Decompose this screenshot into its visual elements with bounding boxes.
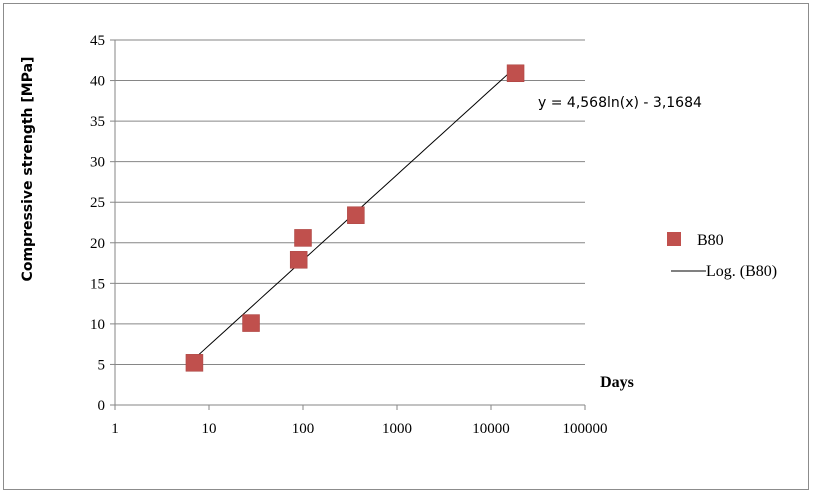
legend: B80 Log. (B80) <box>667 232 777 280</box>
data-point <box>185 354 204 372</box>
x-tick-label: 100000 <box>563 421 608 437</box>
x-tick-label: 1000 <box>382 421 412 437</box>
legend-label-trend: Log. (B80) <box>706 263 777 280</box>
y-tick-label: 35 <box>90 114 105 130</box>
y-tick-label: 45 <box>90 33 105 49</box>
y-tick-label: 30 <box>90 155 105 171</box>
y-tick-label: 20 <box>90 236 105 252</box>
y-axis-title: Compressive strength [MPa] <box>20 57 36 282</box>
y-tick-label: 40 <box>90 74 105 90</box>
x-tick-label: 10000 <box>472 421 510 437</box>
y-tick-label: 0 <box>98 398 106 414</box>
x-tick-label: 1 <box>111 421 119 437</box>
x-tick-label: 100 <box>292 421 315 437</box>
axes <box>110 39 586 410</box>
data-point <box>347 206 365 224</box>
legend-marker-b80 <box>667 232 681 246</box>
x-tick-labels: 1 10 100 1000 10000 100000 <box>111 421 607 437</box>
x-tick-label: 10 <box>202 421 217 437</box>
y-tick-label: 25 <box>90 195 105 211</box>
chart-frame <box>3 3 809 490</box>
gridlines <box>115 39 585 365</box>
y-tick-label: 5 <box>98 357 106 373</box>
data-point <box>506 64 525 83</box>
data-points <box>185 64 525 372</box>
data-point <box>289 251 308 269</box>
data-point <box>242 314 260 332</box>
legend-label-b80: B80 <box>697 232 724 249</box>
trendline-equation: y = 4,568ln(x) - 3,1684 <box>538 95 702 111</box>
y-tick-label: 15 <box>90 276 105 292</box>
y-tick-labels: 0 5 10 15 20 25 30 35 40 45 <box>90 33 105 414</box>
data-point <box>294 229 312 247</box>
y-tick-label: 10 <box>90 317 105 333</box>
x-axis-title: Days <box>600 374 634 391</box>
